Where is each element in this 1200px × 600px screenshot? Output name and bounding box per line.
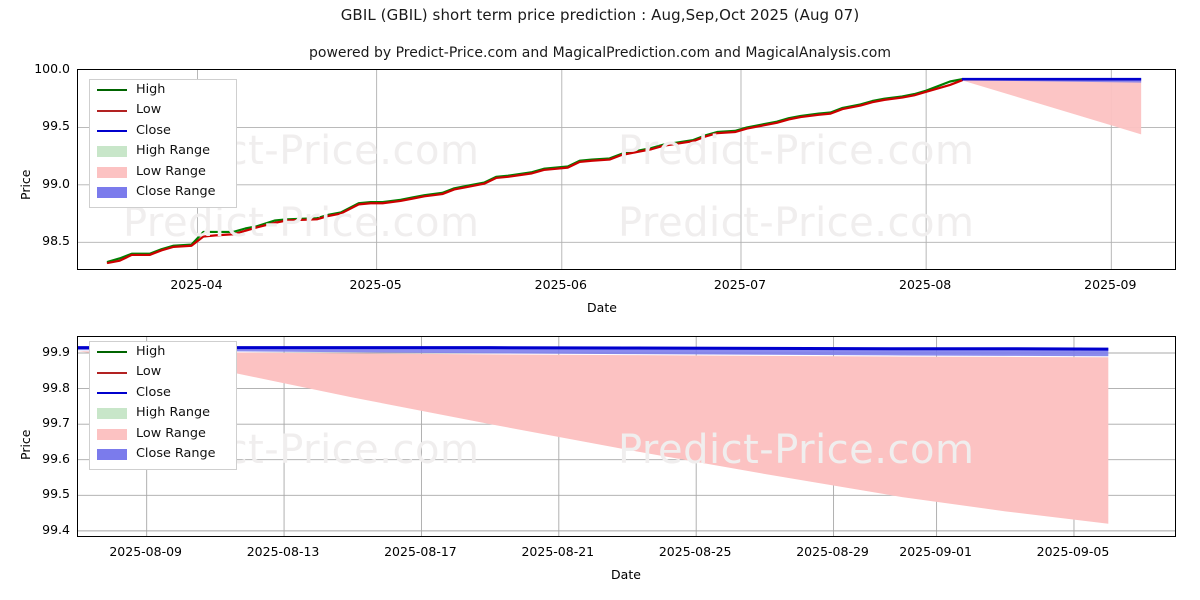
- overview-legend-item-low[interactable]: Low: [90, 101, 236, 122]
- page-subtitle: powered by Predict-Price.com and Magical…: [309, 45, 891, 61]
- detail-xtick-3: 2025-08-21: [521, 544, 595, 559]
- detail-legend-swatch-3: [97, 408, 127, 420]
- overview-xtick-0: 2025-04: [170, 277, 223, 292]
- detail-legend-item-high-range[interactable]: High Range: [90, 404, 236, 425]
- overview-legend-label-5: Close Range: [136, 184, 216, 200]
- detail-xtick-4: 2025-08-25: [658, 544, 732, 559]
- overview-legend: High Low Close High Range Low Range Close Ran…: [89, 79, 237, 208]
- overview-xtick-2: 2025-06: [534, 277, 587, 292]
- detail-plot-area[interactable]: Predict-Price.com Predict-Price.com: [77, 336, 1176, 537]
- detail-legend-item-low[interactable]: Low: [90, 363, 236, 384]
- overview-legend-item-high-range[interactable]: High Range: [90, 142, 236, 163]
- overview-xtick-5: 2025-09: [1084, 277, 1137, 292]
- overview-xtick-1: 2025-05: [349, 277, 402, 292]
- detail-legend-swatch-1: [97, 371, 127, 374]
- overview-legend-label-4: Low Range: [136, 163, 206, 179]
- detail-ytick-1: 99.5: [42, 486, 70, 502]
- detail-ytick-0: 99.4: [42, 521, 70, 537]
- detail-xtick-6: 2025-09-01: [899, 544, 972, 559]
- page-title: GBIL (GBIL) short term price prediction …: [340, 6, 860, 24]
- overview-legend-item-high[interactable]: High: [90, 80, 236, 101]
- detail-legend: High Low Close High Range Low Range Close Ran…: [89, 341, 237, 470]
- detail-svg: [78, 337, 1175, 536]
- detail-legend-label-2: Close: [136, 384, 171, 400]
- detail-ytick-4: 99.8: [42, 379, 70, 395]
- detail-ytick-5: 99.9: [42, 344, 70, 359]
- detail-legend-label-4: Low Range: [136, 425, 206, 441]
- detail-xtick-7: 2025-09-05: [1036, 544, 1110, 559]
- overview-legend-swatch-5: [97, 187, 127, 199]
- overview-legend-swatch-1: [97, 109, 127, 112]
- detail-xtick-0: 2025-08-09: [109, 544, 183, 559]
- overview-legend-label-3: High Range: [136, 143, 211, 159]
- overview-plot-area[interactable]: Predict-Price.com Predict-Price.com Pred…: [77, 69, 1176, 270]
- detail-legend-swatch-0: [97, 351, 127, 354]
- detail-legend-label-0: High: [136, 343, 166, 359]
- detail-legend-swatch-2: [97, 392, 127, 395]
- overview-legend-swatch-3: [97, 146, 127, 158]
- detail-xtick-1: 2025-08-13: [246, 544, 320, 559]
- overview-ytick-2: 99.5: [42, 118, 70, 134]
- detail-ytick-2: 99.6: [42, 450, 70, 466]
- detail-legend-item-close-range[interactable]: Close Range: [90, 445, 236, 466]
- detail-ytick-3: 99.7: [42, 415, 70, 431]
- overview-legend-swatch-2: [97, 130, 127, 133]
- detail-legend-label-3: High Range: [136, 405, 211, 421]
- detail-xtick-5: 2025-08-29: [796, 544, 869, 559]
- detail-legend-swatch-4: [97, 428, 127, 440]
- detail-x-axis-label: Date: [611, 567, 641, 582]
- overview-svg: [78, 70, 1175, 269]
- detail-legend-label-5: Close Range: [136, 446, 216, 462]
- overview-legend-swatch-0: [97, 89, 127, 92]
- overview-legend-swatch-4: [97, 166, 127, 178]
- overview-xtick-3: 2025-07: [713, 277, 767, 292]
- detail-legend-swatch-5: [97, 449, 127, 461]
- overview-legend-item-close-range[interactable]: Close Range: [90, 183, 236, 204]
- overview-legend-item-close[interactable]: Close: [90, 121, 236, 142]
- overview-ytick-0: 98.5: [42, 233, 70, 249]
- overview-legend-label-1: Low: [136, 102, 162, 118]
- detail-legend-label-1: Low: [136, 364, 162, 380]
- overview-xtick-4: 2025-08: [899, 277, 952, 292]
- overview-legend-label-2: Close: [136, 122, 171, 138]
- overview-ytick-1: 99.0: [42, 175, 70, 191]
- detail-xtick-2: 2025-08-17: [384, 544, 457, 559]
- detail-legend-item-close[interactable]: Close: [90, 383, 236, 404]
- overview-legend-item-low-range[interactable]: Low Range: [90, 162, 236, 183]
- overview-legend-label-0: High: [136, 81, 166, 97]
- detail-legend-item-high[interactable]: High: [90, 342, 236, 363]
- overview-ytick-3: 100.0: [34, 61, 70, 76]
- detail-legend-item-low-range[interactable]: Low Range: [90, 424, 236, 445]
- overview-x-axis-label: Date: [587, 300, 617, 315]
